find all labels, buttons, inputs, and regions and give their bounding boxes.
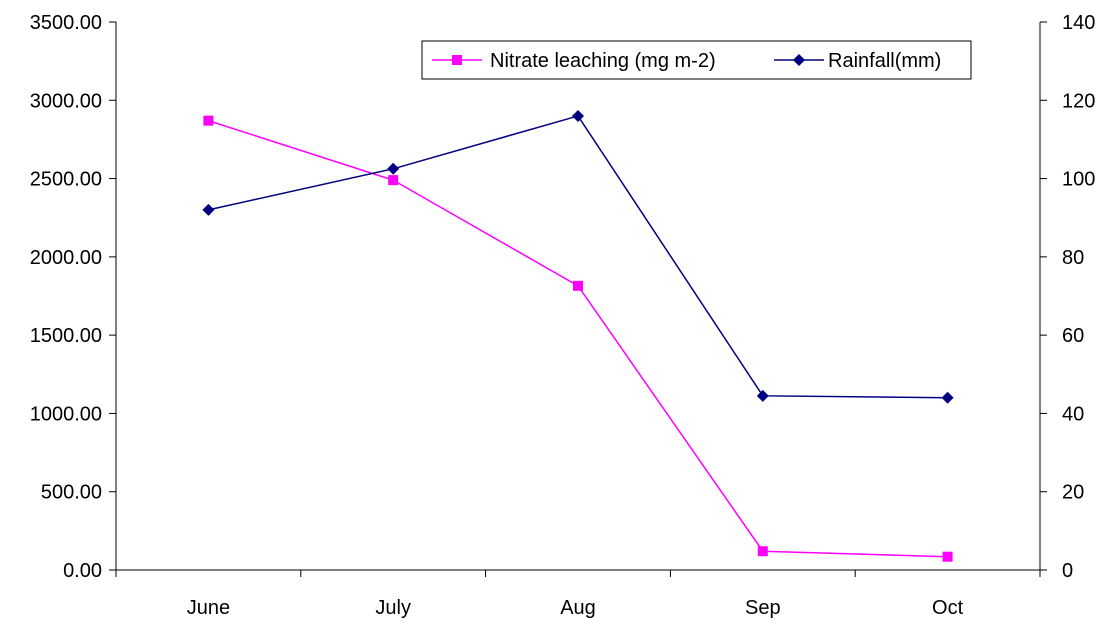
right-axis-tick-label: 100: [1062, 169, 1095, 191]
data-point-nitrate: [757, 546, 768, 557]
left-axis-tick-label: 3000.00: [30, 90, 102, 112]
right-axis-tick-label: 140: [1062, 12, 1095, 34]
legend-marker-nitrate: [452, 55, 462, 65]
left-axis-tick-label: 2000.00: [30, 247, 102, 269]
left-axis-tick-label: 2500.00: [30, 169, 102, 191]
right-axis-tick-label: 120: [1062, 90, 1095, 112]
legend: Nitrate leaching (mg m-2) Rainfall(mm): [421, 40, 972, 80]
series-markers: [202, 109, 954, 562]
x-axis-tick-label: Sep: [745, 597, 781, 619]
x-axis-tick-label: Oct: [932, 597, 964, 619]
right-axis-tick-label: 40: [1062, 403, 1084, 425]
data-point-rainfall: [941, 391, 954, 404]
tick-labels: 0.00 500.00 1000.00 1500.00 2000.00 2500.00 30…: [30, 12, 1096, 619]
right-axis-tick-label: 80: [1062, 247, 1084, 269]
right-axis-tick-label: 0: [1062, 560, 1073, 582]
left-axis-tick-label: 3500.00: [30, 12, 102, 34]
legend-box: [421, 40, 972, 80]
legend-label-nitrate: Nitrate leaching (mg m-2): [490, 50, 716, 72]
x-axis-tick-label: June: [187, 597, 230, 619]
left-axis-tick-label: 1000.00: [30, 403, 102, 425]
data-point-nitrate: [942, 551, 953, 562]
left-axis-tick-label: 500.00: [41, 482, 102, 504]
data-point-rainfall: [572, 109, 584, 122]
axes: [109, 21, 1047, 577]
x-axis-tick-label: July: [375, 597, 411, 619]
data-point-rainfall: [756, 389, 769, 402]
data-point-rainfall: [387, 162, 400, 175]
right-axis-tick-label: 20: [1062, 482, 1084, 504]
legend-marker-rainfall: [793, 54, 805, 66]
data-point-nitrate: [573, 280, 583, 291]
series-line-nitrate: [208, 119, 948, 558]
left-axis-tick-label: 1500.00: [30, 325, 102, 347]
data-point-rainfall: [202, 203, 215, 216]
right-axis-tick-label: 60: [1062, 325, 1084, 347]
legend-label-rainfall: Rainfall(mm): [828, 50, 941, 72]
series-lines: [208, 115, 948, 558]
left-axis-tick-label: 0.00: [63, 560, 102, 582]
x-axis-tick-label: Aug: [560, 597, 596, 619]
data-point-nitrate: [203, 115, 214, 126]
series-line-rainfall: [208, 115, 948, 399]
data-point-nitrate: [388, 175, 399, 186]
